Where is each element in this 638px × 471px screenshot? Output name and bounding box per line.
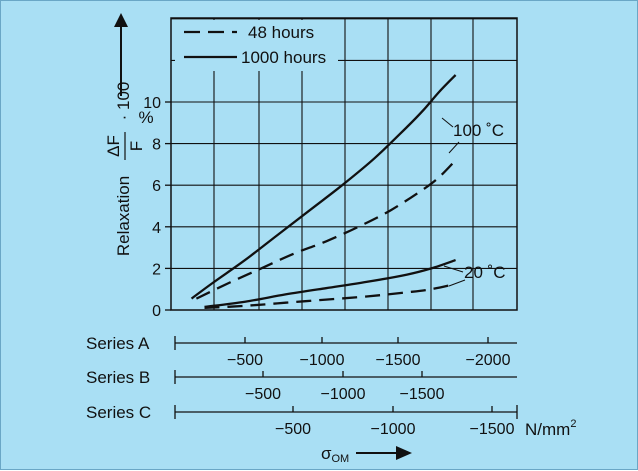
plot-frame: [170, 17, 518, 311]
y-unit: %: [138, 108, 153, 127]
legend-background: [175, 20, 338, 71]
x-tick-label: −1000: [321, 386, 366, 403]
y-axis-label: Relaxation: [114, 176, 133, 256]
x-axis-arrow: [356, 446, 412, 460]
y-fraction: ΔF F: [104, 132, 146, 160]
annotation-20c: 20 ˚C: [443, 263, 506, 287]
x-axis-series-b: Series B −500 −1000 −1500: [86, 368, 517, 403]
series-line-100c-48h: [195, 159, 457, 300]
x-axis-name: Series B: [86, 368, 150, 387]
x-tick-label: −500: [227, 352, 263, 369]
x-axis-series-a: Series A −500 −1000 −1500 −2000: [86, 334, 517, 369]
series-line-100c-1000h: [190, 74, 457, 300]
x-tick-label: −2000: [466, 352, 511, 369]
annotation-100c: 100 ˚C: [441, 117, 504, 154]
x-tick-label: −500: [245, 386, 281, 403]
y-tick-label: 4: [152, 220, 161, 237]
y-fraction-denominator: F: [127, 141, 146, 151]
y-tick-label: 2: [152, 261, 161, 278]
x-axis-name: Series C: [86, 403, 151, 422]
x-tick-label: −500: [275, 421, 311, 438]
x-tick-label: −1000: [371, 421, 416, 438]
x-tick-label: −1000: [300, 352, 345, 369]
y-ticks: 0 2 4 6 8 10: [143, 95, 171, 320]
y-tick-label: 0: [152, 303, 161, 320]
series-line-20c-1000h: [204, 259, 456, 309]
y-tick-label: 10: [143, 95, 161, 112]
series-line-20c-48h: [204, 282, 456, 310]
x-tick-label: −1500: [470, 421, 515, 438]
y-fraction-factor: · 100: [114, 82, 133, 121]
x-unit: N/mm2: [525, 418, 576, 439]
x-axis-series-c: Series C −500 −1000 −1500: [86, 403, 518, 438]
y-tick-label: 6: [152, 178, 161, 195]
x-axes: Series A −500 −1000 −1500 −2000 Series B −500 −…: [86, 334, 518, 438]
y-tick-label: 8: [152, 137, 161, 154]
y-axis-arrow: [114, 13, 128, 96]
x-tick-label: −1500: [400, 386, 445, 403]
legend: 48 hours 1000 hours: [175, 20, 338, 71]
legend-label-48h: 48 hours: [248, 23, 314, 42]
x-axis-name: Series A: [86, 334, 150, 353]
x-tick-label: −1500: [376, 352, 421, 369]
label-100c: 100 ˚C: [453, 121, 504, 140]
grid: [171, 18, 517, 310]
label-20c: 20 ˚C: [464, 263, 506, 282]
legend-label-1000h: 1000 hours: [241, 48, 326, 67]
series-layer: [190, 74, 457, 310]
y-fraction-numerator: ΔF: [104, 135, 123, 157]
x-axis-label: σOM: [321, 444, 349, 465]
